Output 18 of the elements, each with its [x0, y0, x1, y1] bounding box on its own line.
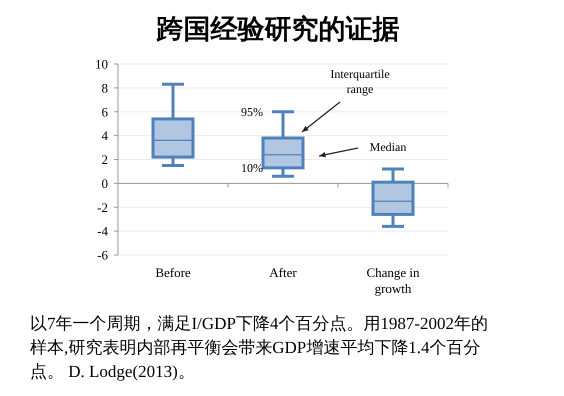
x-tick-label: After [269, 265, 298, 280]
y-tick-label: -6 [97, 248, 108, 262]
y-tick-label: 2 [102, 152, 108, 167]
annotation: 10% [241, 161, 263, 176]
y-tick-label: 0 [102, 176, 108, 191]
x-tick-label: Before [155, 265, 191, 280]
y-tick-label: -2 [97, 200, 108, 215]
y-tick-label: 6 [102, 104, 108, 120]
text: 以7年一个周期，满足I/GDP下降4个百分点。用1987-2002年的样本,研究表明内部再平衡会带来GDP增速平均下降1.4个百分点。 D. Lodge(2013)。 [30, 313, 490, 383]
x-tick-label: Change in growth [366, 265, 420, 296]
y-tick-label: 10 [95, 56, 108, 72]
annotation: Median [370, 140, 406, 154]
y-tick-label: -4 [97, 224, 108, 239]
annotation: 95% [241, 104, 263, 119]
y-tick-label: 8 [102, 80, 108, 96]
chart-title: 跨国经验研究的证据 [156, 14, 400, 45]
annotation: Interquartile range [330, 67, 390, 96]
y-tick-label: 4 [102, 128, 108, 144]
